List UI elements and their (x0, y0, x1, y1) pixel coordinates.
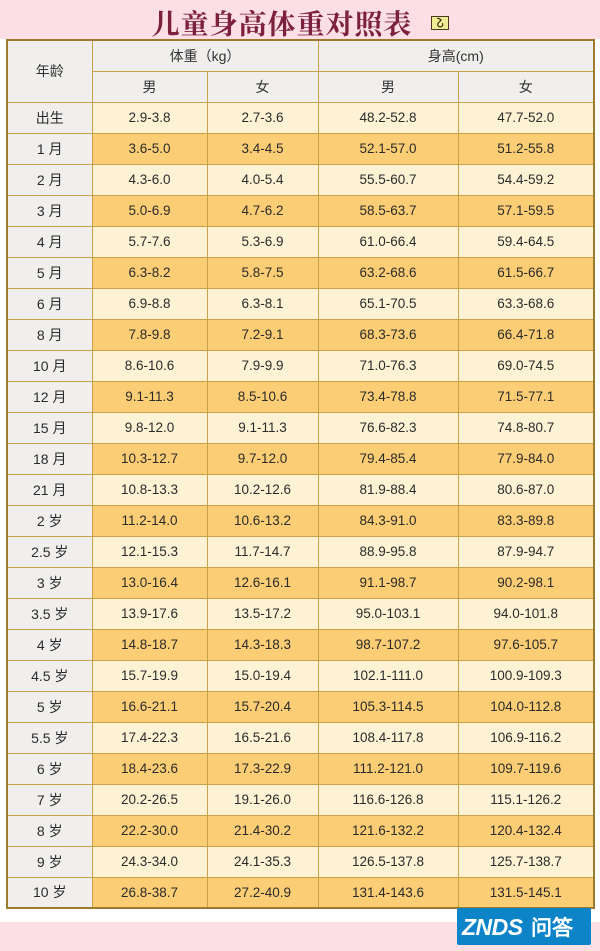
svg-text:问答: 问答 (531, 916, 574, 940)
svg-text:ZNDS: ZNDS (461, 914, 524, 940)
